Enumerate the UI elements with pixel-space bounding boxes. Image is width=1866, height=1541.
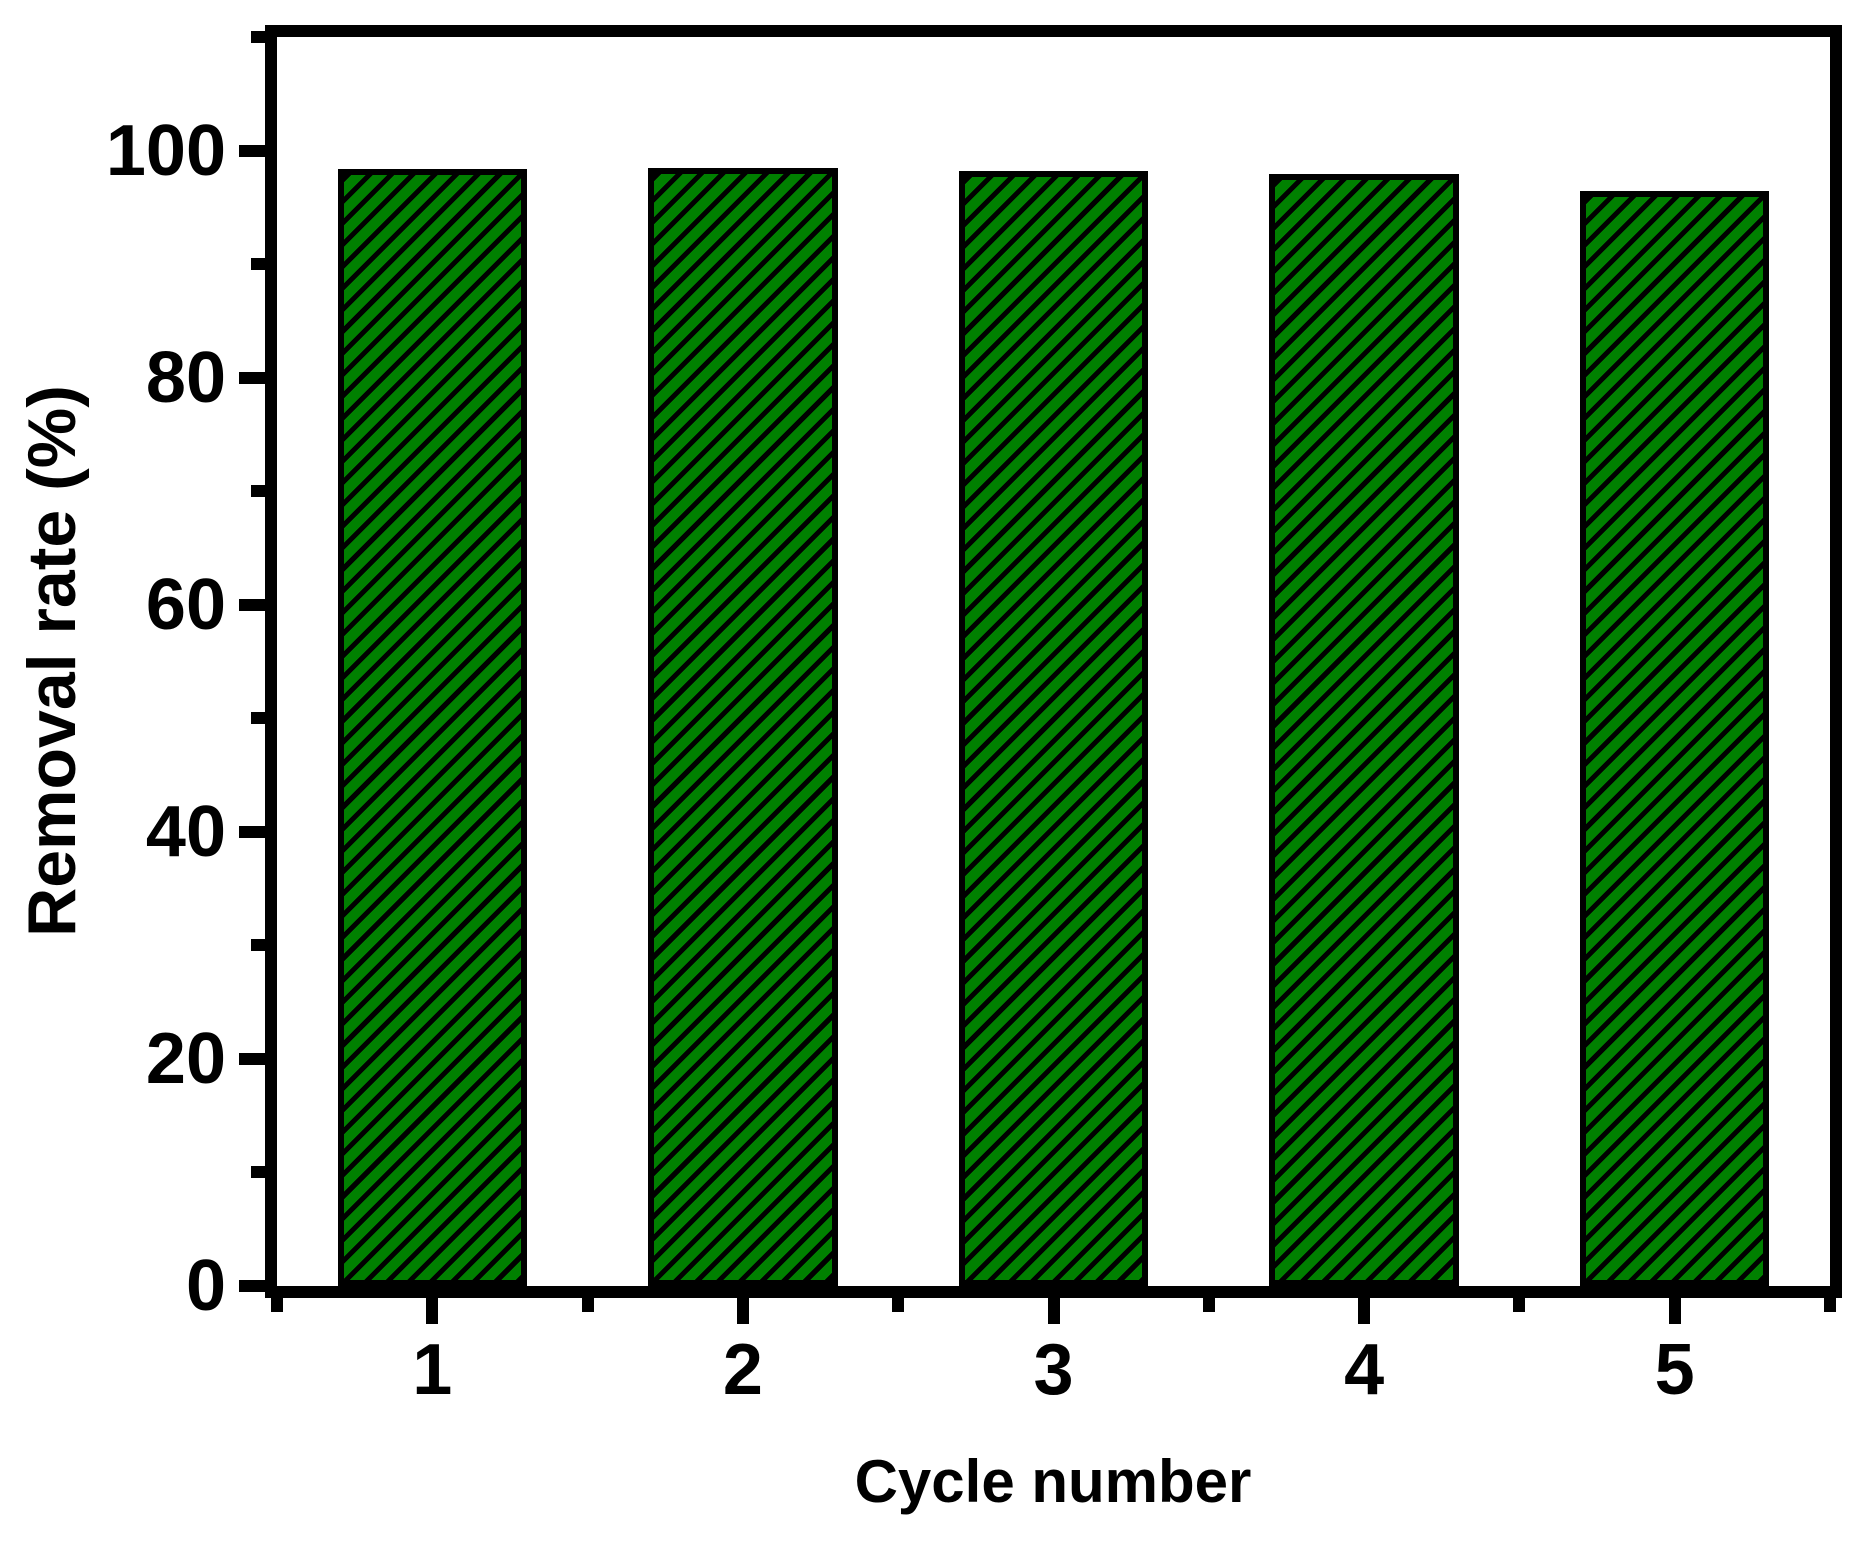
x-axis-tick-label: 1 <box>412 1330 453 1410</box>
x-axis-minor-tick <box>892 1298 905 1312</box>
x-axis-title: Cycle number <box>854 1448 1252 1515</box>
y-axis-minor-tick <box>251 939 265 952</box>
y-axis-major-tick <box>239 144 265 157</box>
y-axis-major-tick <box>239 598 265 611</box>
bar-cycle-3 <box>958 170 1149 1286</box>
y-axis-major-tick <box>239 825 265 838</box>
y-axis-tick-label: 60 <box>145 564 226 645</box>
y-axis-tick-label: 80 <box>145 337 226 418</box>
y-axis-minor-tick <box>251 258 265 271</box>
x-axis-tick-label: 2 <box>722 1330 763 1410</box>
bar-cycle-4 <box>1269 174 1459 1286</box>
x-axis-tick-label: 4 <box>1344 1330 1385 1410</box>
y-axis-major-tick <box>239 371 265 384</box>
x-axis-major-tick <box>736 1298 749 1324</box>
x-axis-major-tick <box>1668 1298 1681 1324</box>
x-axis-tick-label: 3 <box>1033 1330 1074 1410</box>
y-axis-tick-label: 20 <box>145 1018 226 1099</box>
plot-area <box>277 37 1830 1286</box>
y-axis-minor-tick <box>251 485 265 498</box>
y-axis-minor-tick <box>251 1166 265 1179</box>
y-axis-major-tick <box>239 1280 265 1292</box>
x-axis-minor-tick <box>1513 1298 1526 1312</box>
y-axis-minor-tick <box>251 712 265 725</box>
bar-cycle-1 <box>337 168 528 1286</box>
bar-cycle-5 <box>1579 191 1770 1286</box>
y-axis-title: Removal rate (%) <box>14 385 90 937</box>
x-axis-minor-tick <box>1824 1298 1836 1312</box>
x-axis-tick-label: 5 <box>1654 1330 1695 1410</box>
y-axis-minor-tick <box>251 31 265 43</box>
bar-cycle-2 <box>648 167 838 1286</box>
y-axis-tick-label: 100 <box>105 110 226 191</box>
x-axis-minor-tick <box>271 1298 283 1312</box>
x-axis-major-tick <box>1358 1298 1371 1324</box>
plot-frame <box>265 25 1842 1298</box>
y-axis-tick-label: 0 <box>185 1246 226 1326</box>
x-axis-major-tick <box>426 1298 439 1324</box>
x-axis-major-tick <box>1047 1298 1060 1324</box>
x-axis-minor-tick <box>1202 1298 1215 1312</box>
y-axis-tick-label: 40 <box>145 791 226 872</box>
y-axis-major-tick <box>239 1052 265 1065</box>
x-axis-minor-tick <box>581 1298 594 1312</box>
